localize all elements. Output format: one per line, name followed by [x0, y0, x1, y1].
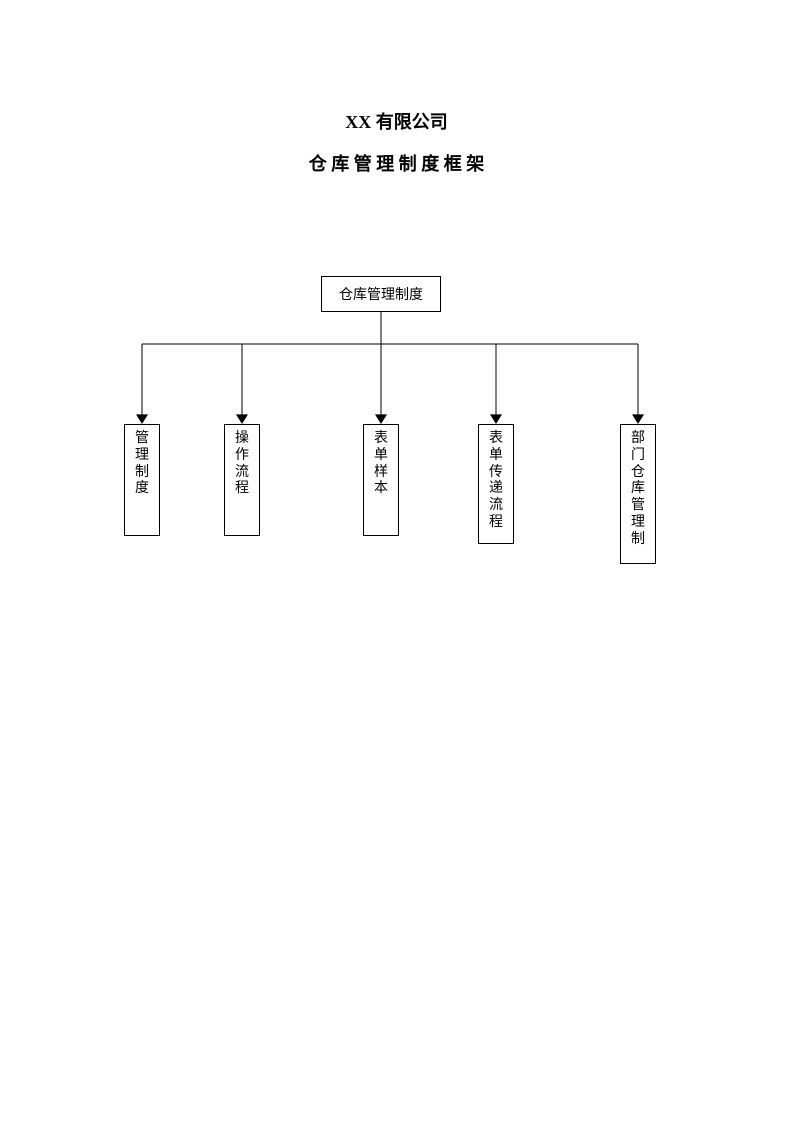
- node-c4-char: 传: [489, 465, 503, 482]
- node-c2-char: 程: [235, 481, 249, 498]
- node-c3-char: 单: [374, 448, 388, 465]
- node-c2-char: 操: [235, 431, 249, 448]
- node-c5-char: 库: [631, 481, 645, 498]
- node-c5-char: 管: [631, 498, 645, 515]
- page-title-2: 仓 库 管 理 制 度 框 架: [0, 150, 793, 176]
- node-c4-char: 单: [489, 448, 503, 465]
- node-c3-char: 本: [374, 481, 388, 498]
- node-c4: 表单传递流程: [478, 424, 514, 544]
- node-root-label: 仓库管理制度: [339, 284, 423, 304]
- node-c4-char: 表: [489, 431, 503, 448]
- page-title-1: XX 有限公司: [0, 108, 793, 134]
- page: XX 有限公司 仓 库 管 理 制 度 框 架 仓库管理制度 管理制度操作流程表…: [0, 0, 793, 1122]
- node-c5-char: 部: [631, 431, 645, 448]
- node-c5-char: 仓: [631, 465, 645, 482]
- node-root: 仓库管理制度: [321, 276, 441, 312]
- node-c3-char: 样: [374, 465, 388, 482]
- node-c1-char: 度: [135, 481, 149, 498]
- node-c4-char: 流: [489, 498, 503, 515]
- node-c2-char: 流: [235, 465, 249, 482]
- node-c2-char: 作: [235, 448, 249, 465]
- node-c5-char: 理: [631, 515, 645, 532]
- node-c1: 管理制度: [124, 424, 160, 536]
- node-c4-char: 程: [489, 515, 503, 532]
- node-c2: 操作流程: [224, 424, 260, 536]
- node-c5-char: 制: [631, 532, 645, 549]
- node-c3-char: 表: [374, 431, 388, 448]
- node-c5: 部门仓库管理制: [620, 424, 656, 564]
- node-c3: 表单样本: [363, 424, 399, 536]
- node-c1-char: 制: [135, 465, 149, 482]
- node-c4-char: 递: [489, 481, 503, 498]
- node-c5-char: 门: [631, 448, 645, 465]
- node-c1-char: 管: [135, 431, 149, 448]
- node-c1-char: 理: [135, 448, 149, 465]
